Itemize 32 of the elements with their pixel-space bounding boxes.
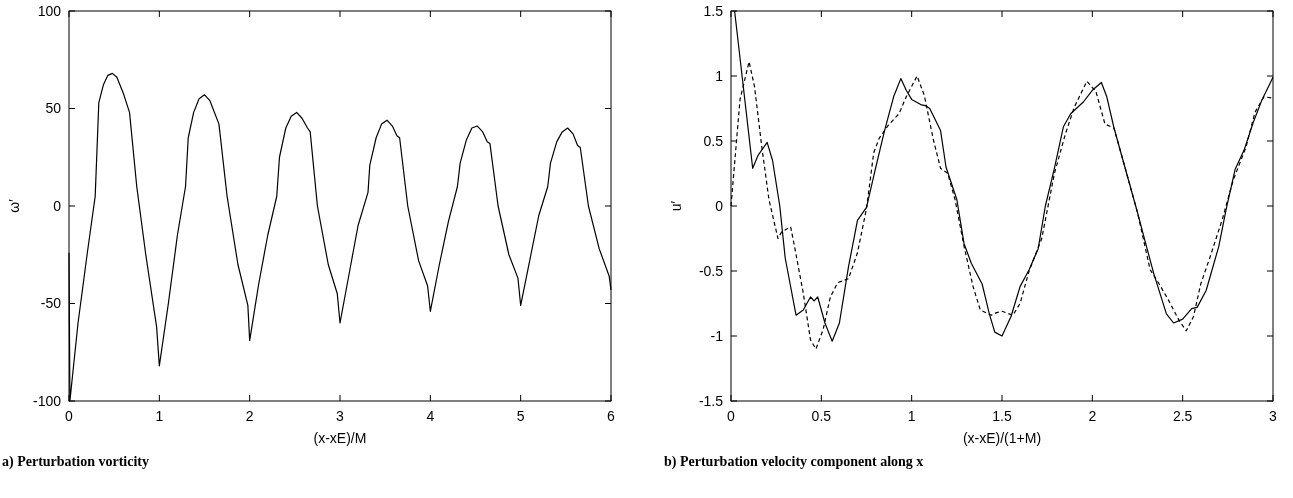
y-tick-label: 0.5 bbox=[703, 132, 724, 149]
x-tick-label: 5 bbox=[516, 408, 525, 424]
x-tick-label: 1 bbox=[907, 408, 916, 424]
y-tick-label: 1.5 bbox=[703, 2, 724, 19]
y-tick-label: 0 bbox=[715, 197, 724, 214]
x-tick-label: 2 bbox=[1088, 408, 1097, 424]
y-axis-title: u′ bbox=[668, 200, 684, 212]
x-axis-title: (x-xE)/M bbox=[313, 430, 367, 446]
x-tick-label: 6 bbox=[607, 408, 616, 424]
x-tick-label: 0 bbox=[65, 408, 74, 424]
y-tick-label: -0.5 bbox=[698, 262, 724, 279]
y-tick-label: -1.5 bbox=[698, 392, 724, 409]
y-tick-label: -1 bbox=[710, 327, 724, 344]
y-tick-label: 0 bbox=[53, 197, 62, 214]
x-tick-label: 1.5 bbox=[992, 408, 1012, 424]
y-tick-label: -50 bbox=[40, 295, 62, 312]
x-tick-label: 4 bbox=[426, 408, 435, 424]
text: b) Perturbation velocity component along x bbox=[664, 454, 924, 470]
y-tick-label: 50 bbox=[45, 100, 62, 117]
y-tick-label: 1 bbox=[715, 67, 724, 84]
x-tick-label: 0.5 bbox=[811, 408, 832, 424]
x-axis-title: (x-xE)/(1+M) bbox=[962, 430, 1042, 446]
x-tick-label: 3 bbox=[336, 408, 345, 424]
y-tick-label: 100 bbox=[37, 2, 62, 19]
x-tick-label: 2.5 bbox=[1172, 408, 1193, 424]
x-tick-label: 0 bbox=[727, 408, 736, 424]
y-tick-label: -100 bbox=[32, 392, 62, 409]
x-tick-label: 2 bbox=[245, 408, 254, 424]
x-tick-label: 3 bbox=[1269, 408, 1278, 424]
x-tick-label: 1 bbox=[155, 408, 164, 424]
text: a) Perturbation vorticity bbox=[2, 454, 149, 470]
y-axis-title: ω′ bbox=[6, 198, 22, 213]
